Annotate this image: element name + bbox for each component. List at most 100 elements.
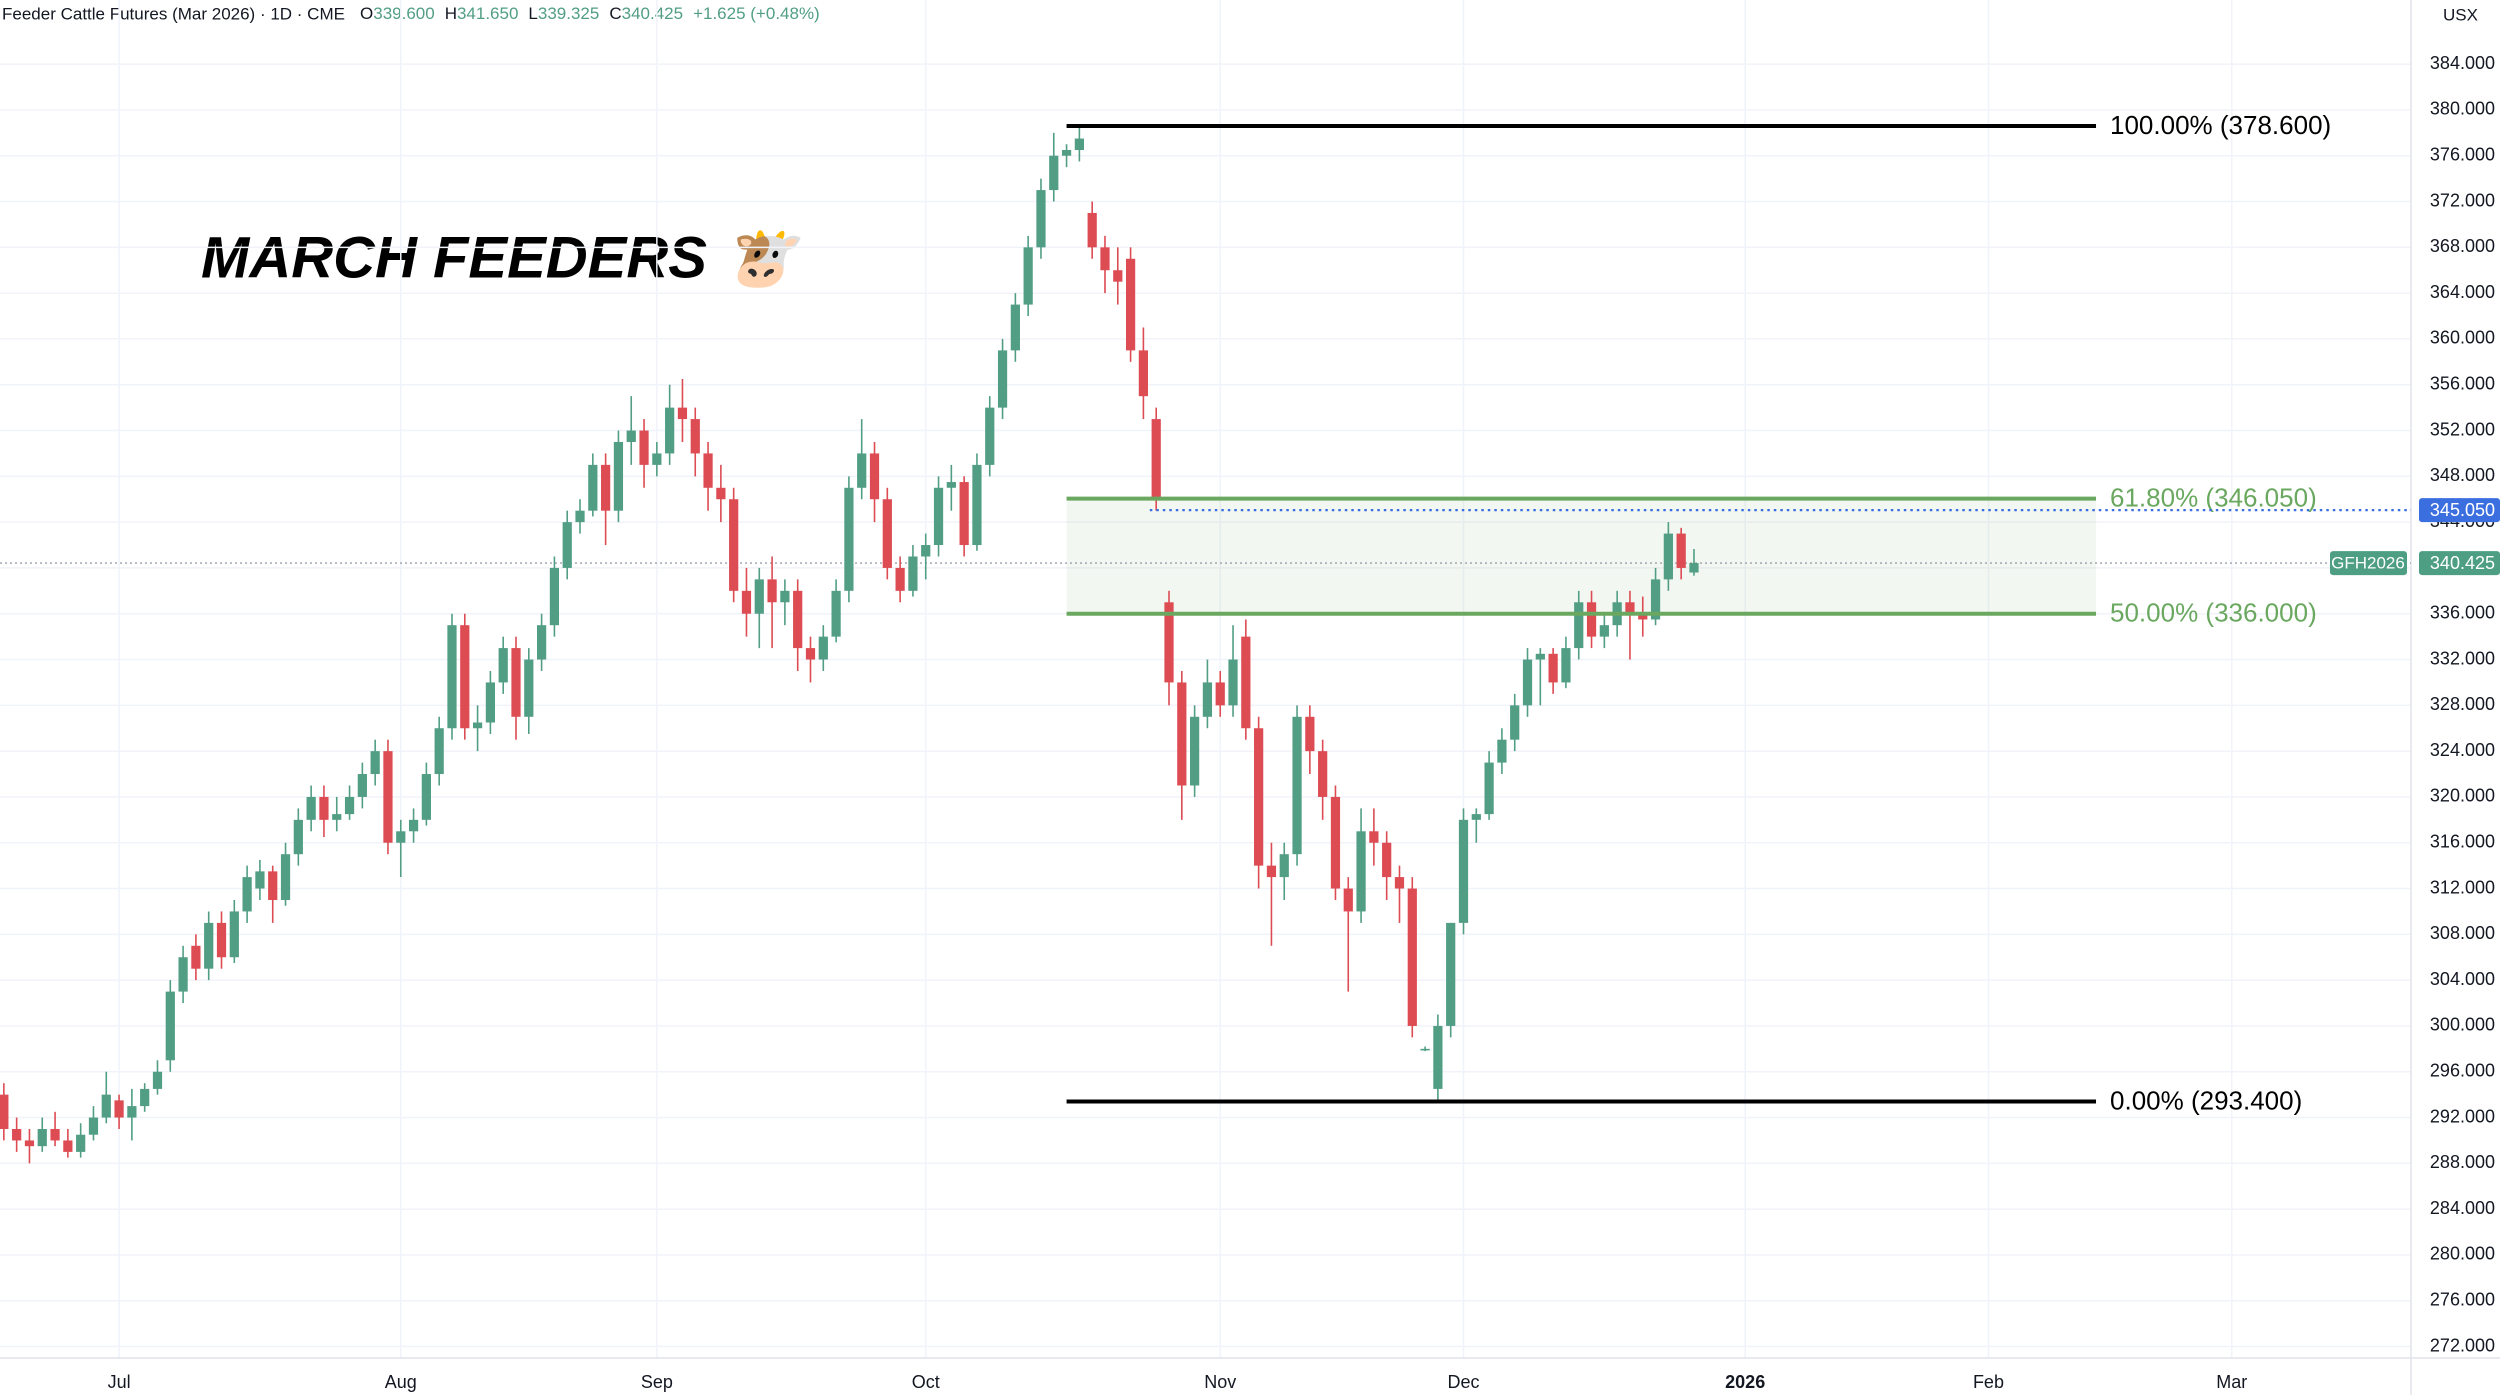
symbol-box [2330, 551, 2407, 576]
y-tick-label: 272.000 [2430, 1335, 2495, 1355]
candle-body [1676, 533, 1686, 568]
candle-body [50, 1128, 60, 1141]
candle-body [1074, 138, 1084, 150]
candle-body [332, 814, 342, 820]
annotation: MARCH FEEDERS 🐮 [201, 225, 805, 290]
y-tick-label: 336.000 [2430, 602, 2495, 622]
candle-body [537, 625, 547, 660]
candle-body [1049, 155, 1059, 191]
candle-body [1510, 705, 1520, 740]
y-tick-label: 380.000 [2430, 99, 2495, 119]
y-tick-label: 360.000 [2430, 328, 2495, 348]
candle-body [895, 567, 905, 591]
candle-body [280, 854, 291, 900]
candle-body [818, 636, 828, 660]
ohlc-key: C [609, 4, 621, 23]
last-price-box [2419, 551, 2500, 576]
candle-body [242, 877, 252, 912]
candle-body [729, 499, 739, 591]
y-tick-label: 312.000 [2430, 877, 2495, 897]
candle-body [1023, 247, 1033, 305]
candle-body [1394, 877, 1405, 889]
candle-body [1561, 648, 1571, 683]
candle-body [1279, 854, 1289, 878]
candle-body [1420, 1048, 1430, 1051]
candle-body [588, 464, 598, 511]
candle-body [1010, 304, 1020, 351]
y-tick-label: 352.000 [2430, 419, 2495, 439]
candle-body [1266, 865, 1277, 878]
change: +1.625 (+0.48%) [693, 4, 820, 23]
candle-body [344, 796, 355, 815]
candle-body [1151, 419, 1161, 500]
y-tick-label: 304.000 [2430, 969, 2495, 989]
candle-body [793, 590, 803, 649]
candle-body [844, 487, 854, 591]
candle-body [306, 796, 316, 820]
candle-body [408, 819, 419, 832]
candle-body [204, 922, 214, 969]
candle-body [1061, 149, 1072, 156]
candle-body [114, 1100, 124, 1118]
candle-body [447, 625, 457, 729]
candle-body [1650, 579, 1661, 620]
x-tick-label: Nov [1204, 1372, 1236, 1392]
y-tick-label: 280.000 [2430, 1244, 2495, 1264]
candle-body [0, 1094, 9, 1129]
candle-body [985, 407, 995, 465]
candle-body [37, 1128, 47, 1147]
candle-body [1599, 625, 1609, 637]
candle-body [1497, 739, 1507, 763]
candle-body [1446, 922, 1456, 1026]
candle-body [1382, 842, 1392, 878]
candle-body [857, 453, 867, 488]
candle-body [101, 1094, 111, 1118]
candle-body [1292, 716, 1302, 855]
candle-body [972, 464, 982, 546]
candle-body [460, 625, 470, 729]
candle-body [1689, 563, 1699, 573]
candle-body [1228, 659, 1238, 706]
candle-body [1343, 888, 1353, 912]
candle-body [1407, 888, 1417, 1026]
candle-body [1522, 659, 1533, 706]
candle-body [178, 957, 188, 992]
candle-body [677, 407, 688, 420]
candle-body [1164, 602, 1174, 683]
candle-body [780, 590, 790, 603]
y-tick-label: 288.000 [2430, 1152, 2495, 1172]
candle-body [1113, 270, 1123, 282]
x-tick-label: Aug [385, 1372, 417, 1392]
candle-body [805, 648, 816, 660]
candle-body [1484, 762, 1494, 815]
candle-body [1241, 636, 1251, 729]
candle-body [434, 728, 444, 775]
y-tick-label: 296.000 [2430, 1060, 2495, 1080]
y-tick-label: 308.000 [2430, 923, 2495, 943]
candle-body [562, 522, 572, 568]
ohlc-key: H [445, 4, 457, 23]
fib-zone [1066, 498, 2097, 614]
candle-body [613, 441, 624, 511]
candle-body [1548, 653, 1558, 683]
candle-body [1574, 602, 1584, 649]
y-tick-label: 384.000 [2430, 53, 2495, 73]
candle-body [1305, 716, 1315, 752]
candle-body [1369, 831, 1379, 843]
ohlc-value: 339.600 [373, 4, 434, 23]
candle-body [882, 499, 892, 568]
y-tick-label: 348.000 [2430, 465, 2495, 485]
ohlc-value: 339.325 [538, 4, 599, 23]
y-tick-label: 292.000 [2430, 1106, 2495, 1126]
y-tick-label: 320.000 [2430, 786, 2495, 806]
candle-body [319, 796, 329, 820]
candle-body [472, 722, 483, 729]
x-tick-label: 2026 [1725, 1372, 1765, 1392]
candle-body [1586, 602, 1597, 637]
candle-body [716, 487, 726, 500]
fib-level-label: 61.80% (346.050) [2110, 483, 2317, 513]
chart-title: Feeder Cattle Futures (Mar 2026) · 1D · … [2, 4, 345, 23]
candle-body [690, 419, 700, 454]
candle-body [549, 567, 560, 626]
fib-level-label: 50.00% (336.000) [2110, 598, 2317, 628]
